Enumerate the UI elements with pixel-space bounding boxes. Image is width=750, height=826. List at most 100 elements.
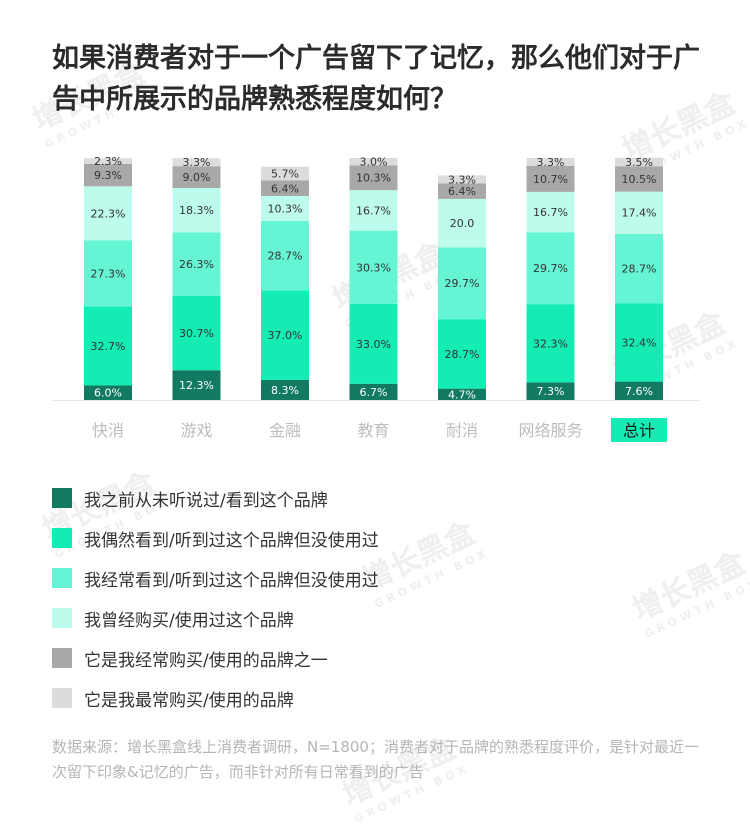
data-label: 6.4% <box>271 182 299 195</box>
data-label: 32.4% <box>622 336 657 349</box>
legend-swatch <box>52 528 72 548</box>
bar-segment <box>438 175 486 184</box>
data-label: 3.5% <box>625 156 653 169</box>
data-label: 2.3% <box>94 155 122 168</box>
legend-item: 我经常看到/听到过这个品牌但没使用过 <box>52 558 379 598</box>
bar-segment <box>438 319 486 389</box>
bar-segment <box>438 183 486 199</box>
data-label: 9.3% <box>94 169 122 182</box>
bar-segment <box>349 165 398 191</box>
data-label: 4.7% <box>448 388 476 401</box>
data-label: 33.0% <box>356 338 391 351</box>
bar-segment <box>615 166 663 192</box>
bar-segment <box>438 388 486 400</box>
bar-segment <box>615 381 663 400</box>
data-label: 16.7% <box>356 204 391 217</box>
legend-item: 它是我最常购买/使用的品牌 <box>52 678 379 718</box>
bar-segment <box>349 383 398 400</box>
legend-label: 我经常看到/听到过这个品牌但没使用过 <box>84 570 379 591</box>
bar-segment <box>172 232 221 296</box>
bar-segment <box>172 295 221 371</box>
bar-segment <box>526 191 575 233</box>
data-label: 12.3% <box>179 379 214 392</box>
bar-segment <box>526 158 575 166</box>
legend-swatch <box>52 648 72 668</box>
page-title: 如果消费者对于一个广告留下了记忆，那么他们对于广告中所展示的品牌熟悉程度如何？ <box>52 43 700 115</box>
data-label: 22.3% <box>91 207 126 220</box>
data-label: 6.0% <box>94 387 122 400</box>
legend-swatch <box>52 488 72 508</box>
bar-segment <box>526 304 575 383</box>
legend-swatch <box>52 568 72 588</box>
legend: 我之前从未听说过/看到这个品牌我偶然看到/听到过这个品牌但没使用过 我经常看到/听… <box>52 478 379 718</box>
legend-swatch <box>52 688 72 708</box>
legend-label: 我之前从未听说过/看到这个品牌 <box>84 490 328 511</box>
bar-segment <box>84 158 132 164</box>
data-label: 18.3% <box>179 204 214 217</box>
bar-segment <box>349 190 398 231</box>
data-label: 28.7% <box>445 348 480 361</box>
bar-segment <box>261 290 309 380</box>
data-label: 30.7% <box>179 327 214 340</box>
x-tick-label: 教育 <box>357 421 389 440</box>
data-label: 9.0% <box>183 171 211 184</box>
bar-segment <box>84 163 132 187</box>
x-tick-label: 网络服务 <box>518 421 582 440</box>
data-label: 17.4% <box>622 207 657 220</box>
x-tick-label: 游戏 <box>180 421 212 440</box>
x-tick-label: 快消 <box>92 421 124 440</box>
bar-segment <box>438 198 486 248</box>
bar-segment <box>84 306 132 386</box>
data-label: 3.0% <box>360 156 388 169</box>
bar-segment <box>261 166 309 181</box>
data-label: 3.3% <box>448 173 476 186</box>
data-label: 32.7% <box>91 340 126 353</box>
data-label: 7.3% <box>537 385 565 398</box>
bar-segment <box>172 370 221 400</box>
data-label: 32.3% <box>533 337 568 350</box>
bar-segment <box>438 247 486 320</box>
data-label: 30.3% <box>356 261 391 274</box>
data-label: 10.7% <box>533 173 568 186</box>
data-label: 26.3% <box>179 258 214 271</box>
data-label: 3.3% <box>537 156 565 169</box>
legend-label: 我偶然看到/听到过这个品牌但没使用过 <box>84 530 379 551</box>
x-tick-label: 金融 <box>269 421 301 440</box>
data-label: 29.7% <box>533 262 568 275</box>
data-label: 7.6% <box>625 385 653 398</box>
legend-swatch <box>52 608 72 628</box>
legend-label: 它是我经常购买/使用的品牌之一 <box>84 650 328 671</box>
data-label: 27.3% <box>91 267 126 280</box>
bar-segment <box>261 180 309 196</box>
data-label: 20.0 <box>450 217 475 230</box>
bar-segment <box>84 186 132 241</box>
highlight-tick-background <box>611 418 667 442</box>
x-tick-label: 耐消 <box>446 421 478 440</box>
bar-segment <box>172 158 221 167</box>
data-label: 5.7% <box>271 168 299 181</box>
bar-segment <box>172 166 221 189</box>
bar-segment <box>349 230 398 304</box>
bar-segment <box>349 158 398 166</box>
data-label: 3.3% <box>183 156 211 169</box>
bar-segment <box>261 220 309 291</box>
data-label: 29.7% <box>445 277 480 290</box>
bar-segment <box>349 303 398 384</box>
data-label: 10.5% <box>622 173 657 186</box>
bar-segment <box>261 195 309 221</box>
bar-segment <box>84 240 132 307</box>
legend-item: 我偶然看到/听到过这个品牌但没使用过 <box>52 518 379 558</box>
legend-label: 我曾经购买/使用过这个品牌 <box>84 610 294 631</box>
data-label: 16.7% <box>533 206 568 219</box>
bar-segment <box>261 379 309 400</box>
stacked-bar-chart: 6.0% 32.7% 27.3% 22.3% 9.3%2.3% 快消 12.3% 30.7% 2… <box>52 155 700 442</box>
data-label: 10.3% <box>356 172 391 185</box>
data-label: 10.3% <box>268 202 303 215</box>
source-note: 数据来源：增长黑盒线上消费者调研，N=1800；消费者对于品牌的熟悉程度评价，是… <box>52 738 699 781</box>
data-label: 6.7% <box>360 386 388 399</box>
bar-segment <box>172 188 221 233</box>
legend-item: 我之前从未听说过/看到这个品牌 <box>52 478 379 518</box>
bar-segment <box>526 232 575 305</box>
legend-item: 它是我经常购买/使用的品牌之一 <box>52 638 379 678</box>
